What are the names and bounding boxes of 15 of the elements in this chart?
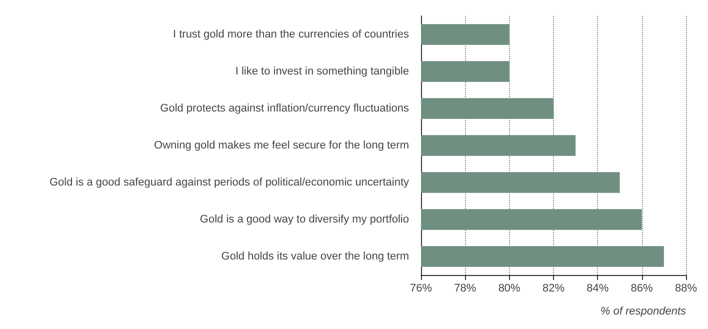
y-tick-label: I like to invest in something tangible <box>235 66 409 78</box>
y-tick-label: Gold holds its value over the long term <box>221 250 409 262</box>
x-tick-label: 76% <box>410 282 432 294</box>
x-axis-title: % of respondents <box>600 306 686 318</box>
y-tick-label: Gold is a good way to diversify my portfolio <box>200 214 409 226</box>
x-tick-label: 82% <box>542 282 565 294</box>
y-tick-label: I trust gold more than the currencies of countries <box>172 28 410 40</box>
x-tick-label: 78% <box>454 282 476 294</box>
x-tick-label: 84% <box>586 282 609 294</box>
x-tick-label: 80% <box>498 282 521 294</box>
y-tick-label: Gold is a good safeguard against periods of political/economic uncertainty <box>49 176 410 188</box>
y-tick-label: Owning gold makes me feel secure for the long term <box>154 140 409 152</box>
x-tick-label: 88% <box>674 282 698 294</box>
x-tick-label: 86% <box>630 282 654 294</box>
y-tick-label: Gold protects against inflation/currency fluctuations <box>160 102 410 114</box>
